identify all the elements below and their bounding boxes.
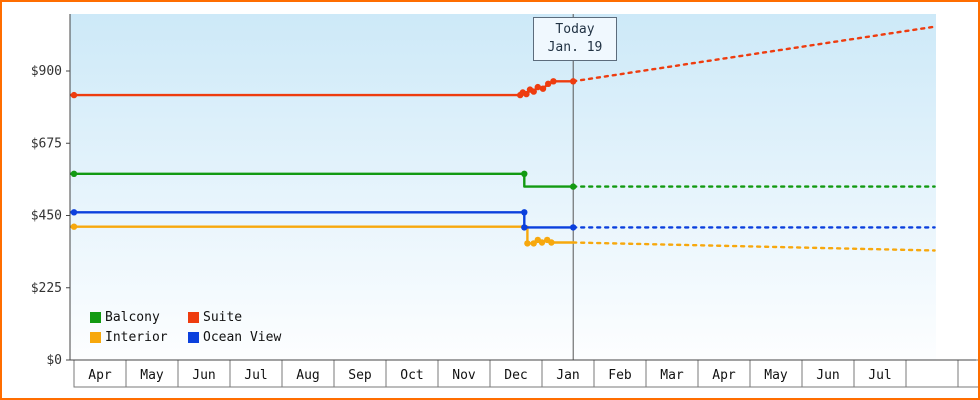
today-label-line2: Jan. 19 <box>547 40 603 55</box>
series-marker-interior <box>548 239 555 246</box>
y-axis-label: $450 <box>31 209 62 224</box>
series-marker-suite <box>534 83 541 91</box>
x-axis-month-label: Apr <box>712 368 736 383</box>
series-marker-balcony <box>570 183 577 190</box>
series-marker-interior <box>524 240 531 247</box>
x-axis-month-label: Nov <box>452 368 476 383</box>
x-axis-month-label: Jan <box>556 368 579 383</box>
series-marker-suite <box>523 90 530 98</box>
series-marker-suite <box>530 88 537 95</box>
legend-item-suite: Suite <box>188 310 281 325</box>
legend-label: Interior <box>105 330 168 345</box>
x-axis-month-label: May <box>764 368 788 383</box>
series-marker-ocean-view <box>521 209 528 216</box>
legend-item-ocean-view: Ocean View <box>188 330 281 345</box>
series-marker-suite <box>539 85 547 92</box>
series-marker-interior <box>70 223 78 230</box>
legend-swatch <box>90 312 101 323</box>
x-axis-month-label: Jun <box>816 368 839 383</box>
series-dotted-suite <box>572 25 936 83</box>
today-label-line1: Today <box>555 22 595 37</box>
y-axis-label: $0 <box>46 353 62 368</box>
series-marker-interior <box>538 239 546 246</box>
legend-swatch <box>188 332 199 343</box>
y-axis-label: $675 <box>31 136 62 151</box>
x-axis-month-label: Feb <box>608 368 632 383</box>
month-box <box>489 359 543 388</box>
x-axis-month-label: Aug <box>296 368 319 383</box>
x-axis-month-label: Jun <box>192 368 215 383</box>
month-box <box>281 359 335 388</box>
series-marker-suite <box>70 91 78 99</box>
series-marker-ocean-view <box>70 209 78 216</box>
month-box <box>905 359 959 388</box>
series-marker-ocean-view <box>570 224 577 231</box>
x-axis-month-label: Jul <box>868 368 891 383</box>
month-box <box>541 359 595 388</box>
series-marker-suite <box>570 78 577 85</box>
y-axis-label: $225 <box>31 281 62 296</box>
month-box <box>957 359 978 388</box>
series-marker-balcony <box>70 170 78 177</box>
series-marker-suite <box>545 80 552 88</box>
legend-item-interior: Interior <box>90 330 186 345</box>
x-axis-month-label: Apr <box>88 368 112 383</box>
legend-label: Balcony <box>105 310 160 325</box>
series-marker-ocean-view <box>521 224 528 231</box>
x-axis-month-label: Dec <box>504 368 527 383</box>
month-box <box>177 359 231 388</box>
x-axis-month-label: Oct <box>400 368 423 383</box>
x-axis-month-label: May <box>140 368 164 383</box>
month-box <box>125 359 179 388</box>
x-axis-month-label: Jul <box>244 368 267 383</box>
today-marker-label: Today Jan. 19 <box>533 17 617 61</box>
chart-legend: Balcony Suite Interior Ocean View <box>90 310 281 345</box>
y-axis-label: $900 <box>31 64 62 79</box>
legend-item-balcony: Balcony <box>90 310 186 325</box>
legend-label: Suite <box>203 310 243 325</box>
month-box <box>229 359 283 388</box>
legend-swatch <box>188 312 199 323</box>
month-box <box>697 359 751 388</box>
x-axis-month-label: Mar <box>660 368 684 383</box>
x-axis-month-label: Sep <box>348 368 372 383</box>
series-marker-suite <box>550 78 557 85</box>
legend-swatch <box>90 332 101 343</box>
series-marker-balcony <box>521 170 528 177</box>
legend-label: Ocean View <box>203 330 282 345</box>
